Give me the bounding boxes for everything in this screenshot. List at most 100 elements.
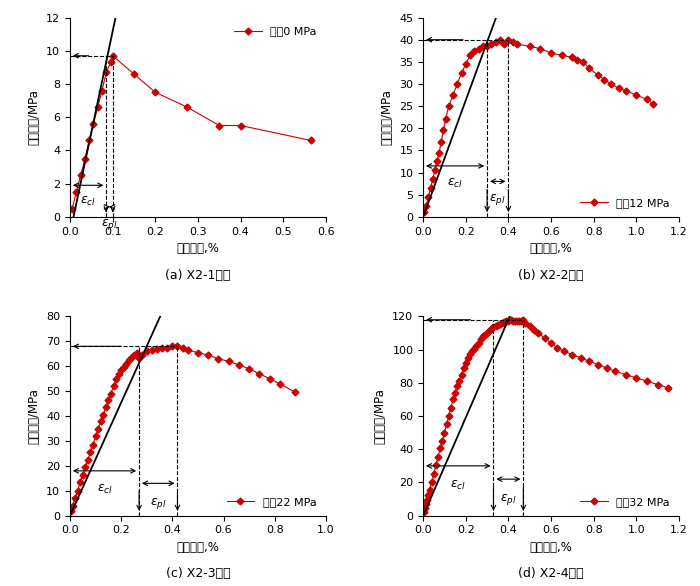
- 围剓22 MPa: [204, 352, 212, 359]
- 围剓12 MPa: [607, 80, 615, 87]
- 围剓12 MPa: [430, 167, 439, 174]
- 围剓0 MPa: [85, 137, 93, 144]
- Y-axis label: 轴向应力/MPa: 轴向应力/MPa: [374, 388, 386, 444]
- 围剓0 MPa: [90, 120, 98, 127]
- 围剓22 MPa: [256, 370, 264, 377]
- 围剓22 MPa: [276, 380, 284, 387]
- 围剓12 MPa: [435, 149, 443, 156]
- 围剓12 MPa: [449, 91, 457, 98]
- 围剓12 MPa: [470, 47, 479, 54]
- Line: 围剓0 MPa: 围剓0 MPa: [70, 53, 314, 211]
- 围剓12 MPa: [424, 193, 433, 200]
- 围剓12 MPa: [422, 202, 430, 209]
- 围剓22 MPa: [97, 417, 105, 424]
- Y-axis label: 轴向应力/MPa: 轴向应力/MPa: [27, 89, 41, 145]
- Text: (d) X2-4岗样: (d) X2-4岗样: [518, 567, 584, 581]
- 围剓32 MPa: [442, 421, 451, 428]
- Legend: 围剓32 MPa: 围剓32 MPa: [577, 493, 673, 510]
- 围剓12 MPa: [649, 100, 657, 107]
- Text: $\varepsilon_{pl}$: $\varepsilon_{pl}$: [101, 217, 118, 232]
- 围剓12 MPa: [491, 39, 500, 46]
- 围剓0 MPa: [102, 69, 111, 76]
- 围剓12 MPa: [594, 71, 602, 79]
- 围剓32 MPa: [461, 359, 470, 366]
- 围剓12 MPa: [585, 65, 594, 72]
- 围剓22 MPa: [112, 375, 120, 382]
- 围剓32 MPa: [420, 509, 428, 516]
- 围剓12 MPa: [466, 52, 474, 59]
- Y-axis label: 轴向应力/MPa: 轴向应力/MPa: [381, 89, 393, 145]
- 围剓12 MPa: [496, 36, 504, 43]
- Text: $\varepsilon_{cl}$: $\varepsilon_{cl}$: [97, 483, 113, 496]
- 围剓12 MPa: [433, 158, 441, 165]
- 围剓22 MPa: [234, 362, 243, 369]
- Legend: 围剓12 MPa: 围剓12 MPa: [577, 195, 673, 212]
- 围剓22 MPa: [130, 352, 138, 359]
- 围剓12 MPa: [504, 36, 512, 43]
- 围剓22 MPa: [174, 343, 182, 350]
- 围剓12 MPa: [573, 56, 581, 63]
- 围剓12 MPa: [439, 127, 447, 134]
- 围剓12 MPa: [475, 45, 483, 52]
- 围剓12 MPa: [483, 43, 491, 50]
- 围剓22 MPa: [117, 366, 125, 373]
- Text: (a) X2-1岗样: (a) X2-1岗样: [165, 268, 230, 282]
- 围剓0 MPa: [106, 59, 115, 66]
- 围剓22 MPa: [94, 425, 102, 432]
- X-axis label: 轴向应变,%: 轴向应变,%: [530, 541, 573, 554]
- 围剓22 MPa: [127, 354, 136, 361]
- 围剓22 MPa: [168, 343, 176, 350]
- 围剓0 MPa: [183, 104, 192, 111]
- Legend: 围剓22 MPa: 围剓22 MPa: [223, 493, 321, 510]
- 围剓0 MPa: [108, 52, 117, 59]
- 围剓22 MPa: [92, 432, 100, 440]
- 围剓0 MPa: [94, 104, 102, 111]
- 围剓12 MPa: [536, 45, 545, 52]
- 围剓12 MPa: [487, 40, 496, 47]
- 围剓12 MPa: [579, 59, 587, 66]
- 围剓22 MPa: [135, 354, 143, 361]
- 围剓0 MPa: [307, 137, 315, 144]
- Text: $\varepsilon_{pl}$: $\varepsilon_{pl}$: [489, 192, 506, 207]
- 围剓22 MPa: [245, 365, 253, 372]
- 围剓12 MPa: [615, 85, 624, 92]
- 围剓12 MPa: [600, 76, 608, 83]
- 围剓22 MPa: [84, 456, 92, 463]
- 围剓12 MPa: [420, 209, 428, 216]
- 围剓22 MPa: [148, 346, 156, 353]
- 围剓22 MPa: [137, 352, 146, 359]
- 围剓12 MPa: [441, 116, 449, 123]
- 围剓22 MPa: [153, 345, 161, 352]
- 围剓22 MPa: [143, 347, 151, 355]
- Text: $\varepsilon_{cl}$: $\varepsilon_{cl}$: [450, 479, 466, 492]
- 围剓22 MPa: [158, 344, 167, 351]
- Line: 围剓32 MPa: 围剓32 MPa: [422, 318, 671, 515]
- 围剓12 MPa: [643, 96, 651, 103]
- 围剓12 MPa: [622, 87, 630, 94]
- X-axis label: 轴向应变,%: 轴向应变,%: [176, 242, 219, 255]
- Text: (c) X2-3岗样: (c) X2-3岗样: [166, 567, 230, 581]
- 围剓0 MPa: [80, 155, 89, 162]
- 围剓22 MPa: [76, 479, 85, 486]
- 围剓22 MPa: [122, 360, 130, 367]
- 围剓22 MPa: [71, 495, 79, 502]
- 围剓22 MPa: [102, 404, 110, 411]
- 围剓0 MPa: [215, 122, 223, 129]
- 围剓22 MPa: [125, 356, 133, 363]
- 围剓22 MPa: [114, 370, 122, 377]
- 围剓22 MPa: [89, 441, 97, 448]
- 围剓0 MPa: [237, 122, 245, 129]
- 围剓12 MPa: [437, 138, 445, 145]
- 围剓12 MPa: [453, 80, 461, 87]
- Line: 围剓22 MPa: 围剓22 MPa: [69, 344, 298, 513]
- 围剓12 MPa: [457, 69, 466, 76]
- 围剓22 MPa: [86, 449, 94, 456]
- 围剓22 MPa: [120, 364, 128, 371]
- 围剓22 MPa: [132, 349, 141, 356]
- 围剓12 MPa: [444, 103, 453, 110]
- 围剓0 MPa: [98, 87, 106, 94]
- 围剓22 MPa: [183, 346, 192, 353]
- 围剓22 MPa: [109, 383, 118, 390]
- 围剓22 MPa: [69, 502, 77, 509]
- X-axis label: 轴向应变,%: 轴向应变,%: [176, 541, 219, 554]
